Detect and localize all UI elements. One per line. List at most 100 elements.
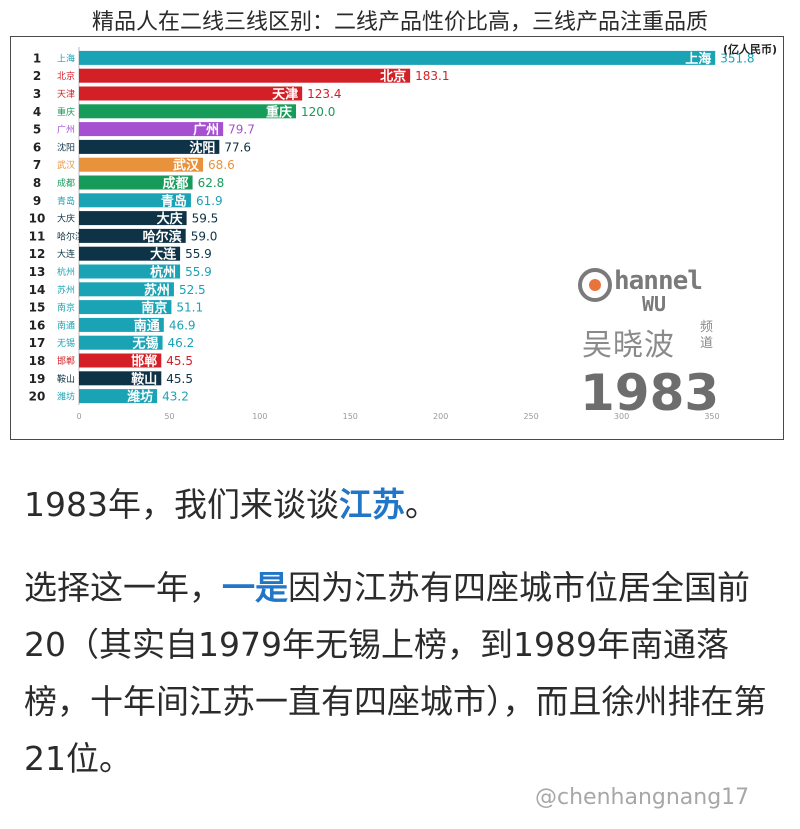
rank-label: 20 [29, 390, 46, 404]
x-tick-label: 200 [433, 412, 448, 421]
bar [79, 193, 191, 208]
category-tick-label: 无锡 [57, 338, 75, 349]
x-tick-label: 300 [614, 412, 629, 421]
channel-logo: hannel WU 吴晓波 频道 1983 [566, 262, 756, 422]
data-label: 45.5 [166, 354, 193, 368]
data-label: 62.8 [198, 176, 225, 190]
brand-word-top: hannel [614, 266, 703, 296]
bar-city-label: 青岛 [161, 193, 187, 209]
bar [79, 86, 303, 101]
page-title: 精品人在二线三线区别：二线产品性价比高，三线产品注重品质 [91, 10, 708, 35]
bar-city-label: 哈尔滨 [143, 229, 182, 245]
rank-label: 18 [29, 354, 46, 368]
bar-chart: 1 上海 上海 351.8 2 北京 北京 183.1 3 天津 天津 123.4 4 重庆 重庆 120.0… [10, 36, 784, 440]
x-tick-label: 150 [343, 412, 358, 421]
category-tick-label: 沈阳 [57, 141, 75, 153]
p2-highlight: 一是 [222, 568, 288, 607]
data-label: 43.2 [162, 390, 189, 404]
bar-city-label: 邯郸 [131, 354, 157, 370]
category-tick-label: 大庆 [57, 213, 75, 225]
bar [79, 282, 174, 297]
bar [79, 122, 224, 137]
category-tick-label: 潍坊 [57, 391, 75, 403]
bar [79, 139, 220, 154]
chart-canvas: 1 上海 上海 351.8 2 北京 北京 183.1 3 天津 天津 123.4 4 重庆 重庆 120.0… [29, 47, 755, 421]
bar-city-label: 大连 [150, 247, 177, 263]
category-tick-label: 北京 [57, 70, 75, 82]
data-label: 46.9 [169, 318, 196, 332]
bar-city-label: 广州 [193, 122, 219, 138]
data-label: 183.1 [415, 69, 449, 83]
rank-label: 1 [33, 51, 41, 65]
rank-label: 16 [29, 318, 46, 332]
bar-city-label: 杭州 [150, 265, 176, 281]
bar [79, 211, 187, 226]
category-tick-label: 武汉 [57, 159, 75, 171]
category-tick-label: 南通 [57, 319, 75, 331]
article-paragraph-2: 选择这一年，一是因为江苏有四座城市位居全国前20（其实自1979年无锡上榜，到1… [24, 559, 784, 787]
rank-label: 19 [29, 372, 46, 386]
bar-city-label: 南京 [141, 300, 167, 316]
category-tick-label: 成都 [57, 177, 75, 189]
data-label: 51.1 [176, 301, 203, 315]
category-tick-label: 重庆 [57, 106, 75, 118]
rank-label: 17 [29, 336, 46, 350]
bar-city-label: 南通 [134, 318, 160, 334]
brand-word-bottom: WU [642, 292, 667, 316]
bar [79, 175, 193, 190]
rank-label: 8 [33, 176, 41, 190]
bar-city-label: 天津 [272, 87, 298, 103]
rank-label: 10 [29, 212, 46, 226]
data-label: 79.7 [228, 123, 255, 137]
category-tick-label: 上海 [57, 52, 75, 64]
bar [79, 157, 204, 172]
brand-name: 吴晓波 [582, 328, 675, 363]
x-tick-label: 0 [76, 412, 81, 421]
rank-label: 13 [29, 265, 46, 279]
bar-city-label: 沈阳 [189, 140, 215, 156]
bar-city-label: 潍坊 [127, 389, 153, 405]
bar-city-label: 成都 [163, 176, 189, 192]
category-tick-label: 大连 [57, 248, 75, 260]
bar-city-label: 大庆 [157, 211, 183, 227]
bar [79, 300, 172, 315]
rank-label: 4 [33, 105, 41, 119]
rank-label: 3 [33, 87, 41, 101]
data-label: 55.9 [185, 265, 212, 279]
bar [79, 50, 716, 65]
data-label: 123.4 [307, 87, 341, 101]
category-tick-label: 哈尔滨 [57, 230, 84, 242]
data-label: 46.2 [168, 336, 195, 350]
p2-text: 因为江苏有四座城市位居全国前20（其实自1979年无锡上榜，到1989年南通落榜… [24, 568, 767, 778]
bar [79, 264, 181, 279]
rank-label: 11 [29, 229, 46, 243]
rank-label: 12 [29, 247, 46, 261]
x-tick-label: 350 [704, 412, 719, 421]
bar-city-label: 武汉 [173, 158, 200, 174]
channel-dot-icon [589, 279, 601, 291]
data-label: 351.8 [720, 51, 754, 65]
bar [79, 68, 411, 83]
data-label: 68.6 [208, 158, 235, 172]
bar [79, 335, 163, 350]
data-label: 45.5 [166, 372, 193, 386]
rank-label: 5 [33, 123, 41, 137]
channel-circle-icon [578, 268, 612, 302]
data-label: 55.9 [185, 247, 212, 261]
bar-city-label: 鞍山 [131, 371, 157, 387]
bar-city-label: 北京 [380, 69, 406, 85]
category-tick-label: 南京 [57, 302, 75, 314]
category-tick-label: 天津 [57, 89, 75, 100]
bar [79, 104, 297, 119]
chart-unit-label: (亿人民币) [722, 43, 777, 56]
rank-label: 2 [33, 69, 41, 83]
bar [79, 353, 162, 368]
rank-label: 15 [29, 301, 46, 315]
rank-label: 6 [33, 140, 41, 154]
bar [79, 246, 181, 261]
bar [79, 389, 158, 404]
rank-label: 14 [29, 283, 46, 297]
x-tick-label: 250 [523, 412, 538, 421]
rank-label: 9 [33, 194, 41, 208]
data-label: 59.0 [191, 229, 218, 243]
